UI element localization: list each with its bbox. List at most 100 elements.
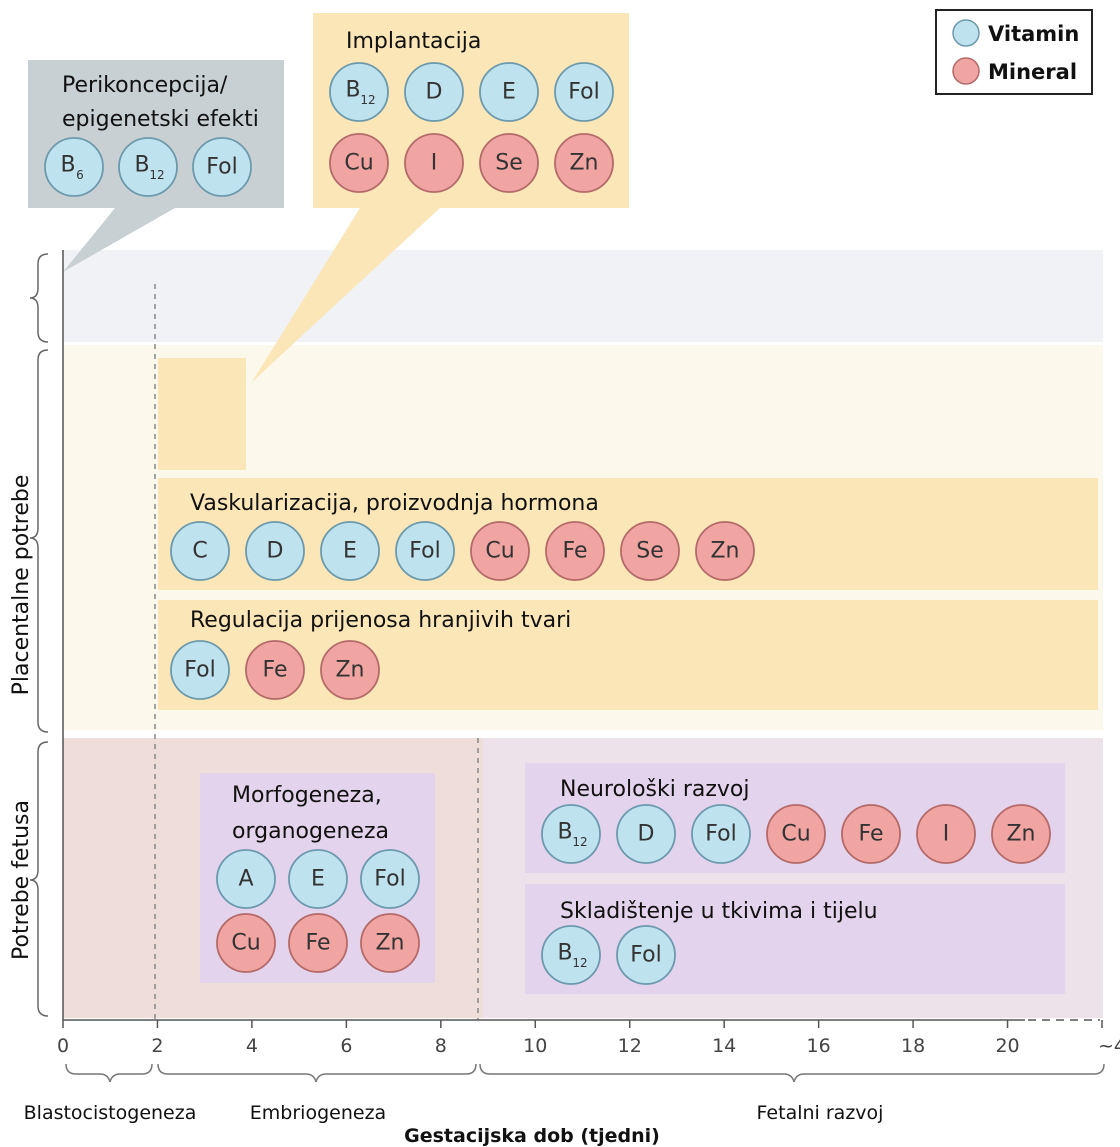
nutrient-circle [288,849,348,909]
nutrient-mineral: Se [620,521,680,581]
neuroloski-title: Neurološki razvoj [560,777,750,802]
nutrient-label: Fol [568,80,599,105]
implantacija-nutrients: B 12 D E Fol Cu I Se Zn [329,62,614,193]
nutrient-vitamin: Fol [691,804,751,864]
nutrient-label: Zn [1006,822,1035,847]
x-tick-label: 16 [807,1035,831,1057]
nutrient-circle [695,521,755,581]
nutrient-vitamin: E [320,521,380,581]
skladistenje-box [525,884,1065,994]
nutrient-label: D [426,80,443,105]
nutrient-vitamin: Fol [395,521,455,581]
nutrient-circle [329,133,389,193]
vaskularizacija-title: Vaskularizacija, proizvodnja hormona [190,491,599,516]
nutrient-circle [360,849,420,909]
nutrient-circle [360,913,420,973]
nutrient-mineral: Zn [991,804,1051,864]
vaskularizacija-nutrients: C D E Fol Cu Fe Se Zn [170,521,755,581]
nutrient-label: B [557,820,572,845]
nutrient-label: Cu [231,931,260,956]
legend-mineral-swatch [952,57,980,85]
nutrient-label: D [638,822,655,847]
nutrient-label: B [345,78,360,103]
placental-side-label: Placentalne potrebe [9,475,34,696]
x-tick-label: 14 [712,1035,736,1057]
x-tick-label: 2 [151,1035,163,1057]
skladistenje-title: Skladištenje u tkivima i tijelu [560,899,878,924]
nutrient-mineral: Fe [545,521,605,581]
legend-vitamin-swatch [952,19,980,47]
nutrient-circle [479,62,539,122]
nutrient-vitamin: Fol [616,925,676,985]
nutrient-circle [395,521,455,581]
nutrient-label: B [134,153,149,178]
x-tick-label: 4 [246,1035,258,1057]
nutrient-label: D [267,539,284,564]
nutrient-vitamin: D [245,521,305,581]
fetal-brace [29,741,49,1017]
nutrient-vitamin: D [404,62,464,122]
nutrient-mineral: Fe [841,804,901,864]
nutrient-vitamin: B 12 [541,804,601,864]
nutrient-mineral: Cu [216,913,276,973]
nutrient-circle [329,62,389,122]
nutrient-circle [192,137,252,197]
perikoncepcija-nutrients: B 6 B 12 Fol [44,137,252,197]
x-tick-label: 6 [340,1035,352,1057]
nutrient-vitamin: A [216,849,276,909]
implantacija-title: Implantacija [346,29,481,54]
nutrient-label: E [311,867,325,892]
fetalni-razvoj-brace [479,1063,1105,1083]
periconception-brace [29,253,49,343]
blastocistogeneza-brace [65,1063,153,1083]
x-axis-ticks: 0 2 4 6 8 10 12 14 16 18 20 ~40 [57,1020,1120,1057]
implantacija-callout-pointer [252,208,440,382]
x-tick-label: 12 [618,1035,642,1057]
x-tick-label: 20 [995,1035,1019,1057]
nutrient-label: I [943,822,950,847]
nutrient-mineral: Cu [329,133,389,193]
x-tick-label: 10 [523,1035,547,1057]
fetal-side-label: Potrebe fetusa [9,800,34,960]
nutrient-label: Zn [335,658,364,683]
nutrient-label: Zn [569,151,598,176]
neuroloski-nutrients: B 12 D Fol Cu Fe I Zn [541,804,1051,864]
nutrient-circle [554,133,614,193]
nutrient-circle [404,62,464,122]
nutrient-circle [170,640,230,700]
phase-blastocistogeneza: Blastocistogeneza [24,1102,197,1124]
nutrient-label: B [60,153,75,178]
legend-mineral-label: Mineral [988,60,1077,84]
nutrient-subscript: 12 [149,168,164,182]
nutrient-label: Fe [263,658,288,683]
nutrient-label: Fol [630,943,661,968]
nutrient-circle [245,640,305,700]
x-tick-label: 8 [435,1035,447,1057]
nutrient-mineral: Zn [360,913,420,973]
nutrient-subscript: 12 [360,93,375,107]
nutrient-label: Fe [859,822,884,847]
nutrient-mineral: Se [479,133,539,193]
x-tick-label: 0 [57,1035,69,1057]
periconception-band [63,250,1103,342]
nutrient-circle [216,849,276,909]
nutrient-vitamin: Fol [170,640,230,700]
perikoncepcija-title-line1: Perikoncepcija/ [62,73,228,98]
nutrient-mineral: Zn [320,640,380,700]
embriogeneza-brace [157,1063,477,1083]
perikoncepcija-title-line2: epigenetski efekti [62,107,259,132]
nutrient-vitamin: B 12 [329,62,389,122]
nutrient-circle [320,521,380,581]
nutrient-circle [991,804,1051,864]
nutrient-label: C [192,539,207,564]
nutrient-label: Fol [184,658,215,683]
nutrient-mineral: Zn [554,133,614,193]
nutrient-label: Fol [409,539,440,564]
nutrient-subscript: 12 [572,835,587,849]
nutrient-mineral: Cu [470,521,530,581]
nutrient-vitamin: B 12 [541,925,601,985]
phase-fetalni-razvoj: Fetalni razvoj [757,1102,884,1124]
nutrient-label: E [343,539,357,564]
regulacija-title: Regulacija prijenosa hranjivih tvari [190,608,571,633]
nutrient-label: Fe [306,931,331,956]
